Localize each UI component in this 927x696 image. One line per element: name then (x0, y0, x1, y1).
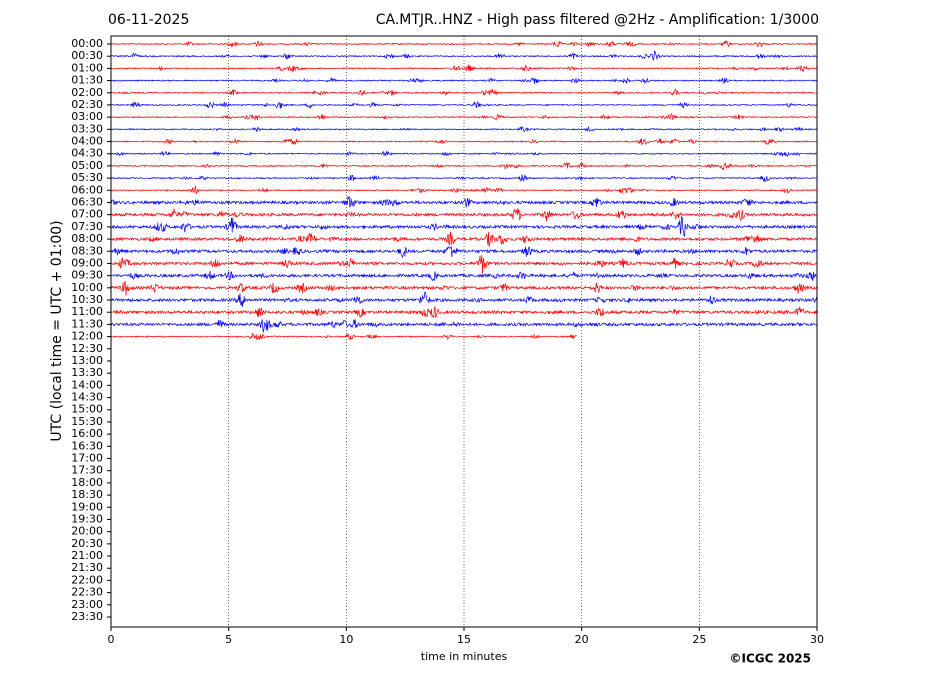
y-tick-label: 04:30 (71, 147, 103, 160)
trace (110, 270, 817, 282)
y-tick-label: 14:00 (71, 378, 103, 391)
y-tick-label: 15:30 (71, 415, 103, 428)
y-tick-label: 12:00 (71, 330, 103, 343)
trace (110, 207, 817, 222)
y-tick-label: 19:30 (71, 512, 103, 525)
chart-title: CA.MTJR..HNZ - High pass filtered @2Hz -… (376, 12, 819, 28)
plot-area (110, 36, 817, 627)
y-tick-label: 22:30 (71, 586, 103, 599)
y-tick-label: 11:30 (71, 317, 103, 330)
y-tick-label: 05:30 (71, 171, 103, 184)
y-tick-label: 11:00 (71, 305, 103, 318)
y-tick-label: 09:00 (71, 256, 103, 269)
y-tick-label: 10:30 (71, 293, 103, 306)
x-axis-label: time in minutes (421, 650, 508, 663)
trace (111, 39, 817, 48)
y-tick-label: 07:00 (71, 208, 103, 221)
x-tick-label: 15 (457, 633, 471, 646)
trace (110, 150, 817, 157)
y-tick-label: 18:30 (71, 488, 103, 501)
y-tick-label: 21:30 (71, 561, 103, 574)
x-tick-label: 30 (810, 633, 824, 646)
copyright: ©ICGC 2025 (729, 652, 811, 666)
trace (110, 64, 817, 73)
y-axis-label: UTC (local time = UTC + 01:00) (49, 220, 65, 441)
x-tick-label: 0 (108, 633, 115, 646)
y-tick-label: 09:30 (71, 269, 103, 282)
trace (110, 138, 817, 146)
y-tick-label: 05:00 (71, 159, 103, 172)
y-tick-label: 04:00 (71, 135, 103, 148)
y-tick-label: 23:30 (71, 610, 103, 623)
trace (110, 185, 817, 195)
y-tick-label: 12:30 (71, 342, 103, 355)
y-tick-label: 03:00 (71, 110, 103, 123)
y-tick-label: 06:30 (71, 195, 103, 208)
trace (110, 254, 817, 274)
y-tick-label: 00:30 (71, 49, 103, 62)
y-tick-label: 03:30 (71, 122, 103, 135)
trace (110, 216, 817, 237)
x-tick-label: 20 (575, 633, 589, 646)
trace (110, 100, 817, 109)
trace (111, 305, 817, 319)
trace (110, 319, 817, 333)
y-tick-label: 16:00 (71, 427, 103, 440)
y-tick-label: 08:00 (71, 232, 103, 245)
x-tick-label: 5 (225, 633, 232, 646)
trace (110, 113, 817, 121)
trace (110, 231, 817, 247)
y-tick-label: 18:00 (71, 476, 103, 489)
y-tick-label: 01:30 (71, 74, 103, 87)
trace (110, 291, 817, 307)
trace (110, 245, 817, 259)
trace (111, 174, 817, 183)
y-tick-label: 17:30 (71, 464, 103, 477)
trace (110, 196, 817, 208)
trace (110, 332, 577, 341)
y-tick-label: 23:00 (71, 598, 103, 611)
y-tick-label: 20:30 (71, 537, 103, 550)
y-tick-label: 13:00 (71, 354, 103, 367)
y-tick-label: 07:30 (71, 220, 103, 233)
date: 06-11-2025 (108, 12, 189, 28)
trace (110, 77, 817, 85)
y-tick-label: 08:30 (71, 244, 103, 257)
trace (110, 125, 817, 133)
y-tick-label: 19:00 (71, 500, 103, 513)
trace (110, 88, 817, 97)
y-tick-label: 06:00 (71, 183, 103, 196)
y-tick-label: 22:00 (71, 573, 103, 586)
y-tick-label: 02:00 (71, 86, 103, 99)
y-tick-label: 20:00 (71, 525, 103, 538)
y-tick-label: 00:00 (71, 37, 103, 50)
y-tick-label: 17:00 (71, 452, 103, 465)
y-tick-label: 02:30 (71, 98, 103, 111)
y-tick-label: 16:30 (71, 439, 103, 452)
trace (110, 49, 817, 61)
trace (110, 162, 817, 171)
trace (110, 280, 817, 296)
y-tick-label: 15:00 (71, 403, 103, 416)
y-tick-label: 10:00 (71, 281, 103, 294)
x-tick-label: 10 (339, 633, 353, 646)
x-tick-label: 25 (692, 633, 706, 646)
y-tick-label: 13:30 (71, 366, 103, 379)
y-tick-label: 21:00 (71, 549, 103, 562)
y-tick-label: 01:00 (71, 61, 103, 74)
y-tick-label: 14:30 (71, 391, 103, 404)
